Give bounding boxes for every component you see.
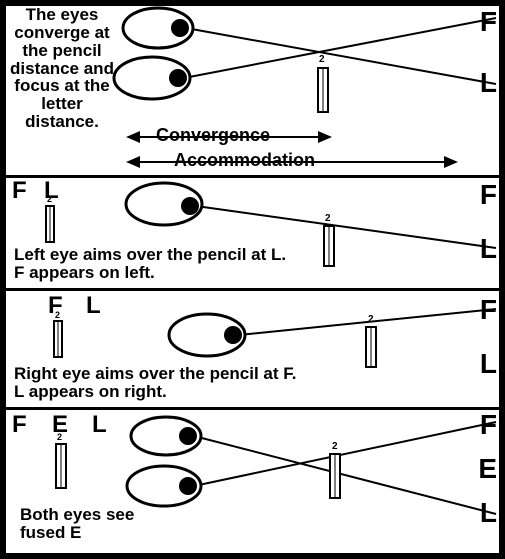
p4-right-F: F bbox=[480, 410, 497, 439]
panel-3: F L 2 F L 2 Right eye aims over the penc… bbox=[6, 291, 499, 410]
panel1-text: The eyes converge at the pencil distance… bbox=[8, 6, 116, 131]
p4-left-L: L bbox=[92, 412, 107, 437]
p2-left-F: F bbox=[12, 178, 27, 203]
p1-accom-label: Accommodation bbox=[174, 151, 315, 170]
p2-right-F: F bbox=[480, 180, 497, 209]
diagram-frame: The eyes converge at the pencil distance… bbox=[0, 0, 505, 559]
p3-tiny-right: 2 bbox=[368, 315, 374, 326]
p4-right-E: E bbox=[478, 454, 497, 483]
p2-tiny-right: 2 bbox=[325, 214, 331, 225]
p2-caption: Left eye aims over the pencil at L. F ap… bbox=[14, 246, 294, 282]
p3-caption: Right eye aims over the pencil at F. L a… bbox=[14, 365, 304, 401]
p3-right-L: L bbox=[480, 349, 497, 378]
p4-tiny-right: 2 bbox=[332, 442, 338, 453]
panel-1: The eyes converge at the pencil distance… bbox=[6, 6, 499, 178]
p4-left-F: F bbox=[12, 412, 27, 437]
p1-letter-L: L bbox=[480, 68, 497, 97]
p1-tiny-2: 2 bbox=[319, 55, 325, 66]
p1-conv-label: Convergence bbox=[156, 126, 270, 145]
p3-tiny-left: 2 bbox=[55, 311, 60, 320]
p4-caption: Both eyes see fused E bbox=[20, 506, 140, 542]
p2-tiny-left: 2 bbox=[47, 195, 52, 204]
p1-letter-F: F bbox=[480, 7, 497, 36]
p3-right-F: F bbox=[480, 295, 497, 324]
panel-2: F L 2 F L 2 Left eye aims over the penci… bbox=[6, 178, 499, 291]
p3-left-L: L bbox=[86, 293, 101, 318]
p4-right-L: L bbox=[480, 498, 497, 527]
p4-tiny-left: 2 bbox=[57, 433, 62, 442]
panel-4: F E L 2 F E L 2 Both eyes see fused E bbox=[6, 410, 499, 553]
p2-right-L: L bbox=[480, 234, 497, 263]
